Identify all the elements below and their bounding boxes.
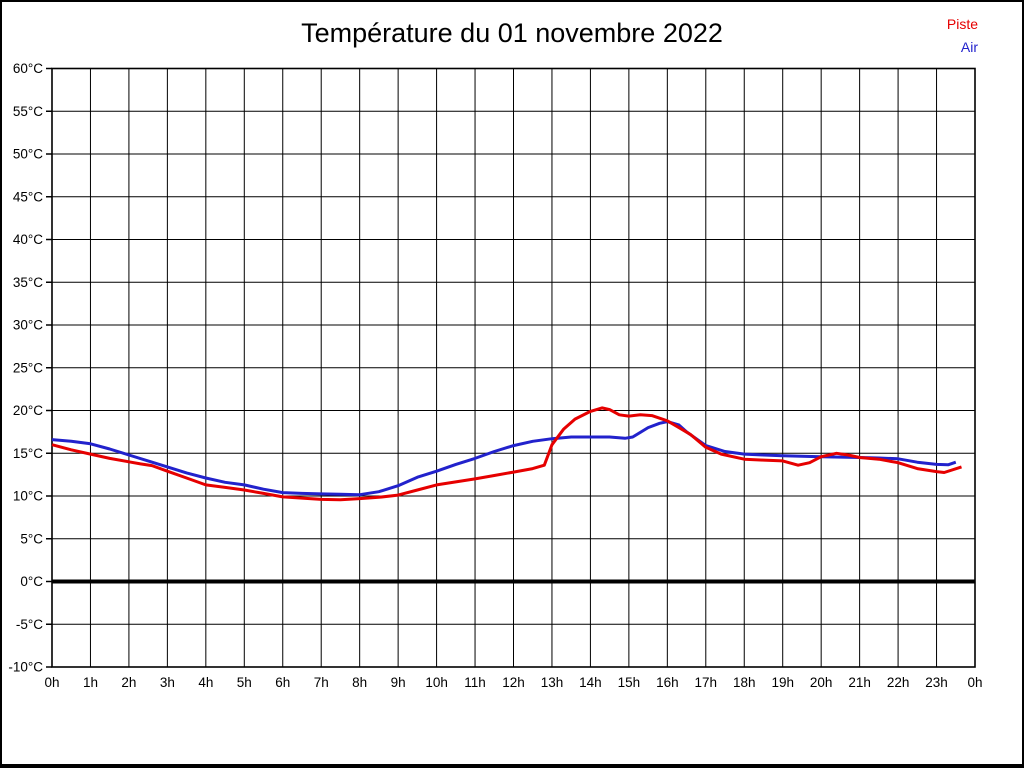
x-tick-label: 20h <box>810 675 833 690</box>
x-tick-label: 9h <box>391 675 406 690</box>
x-tick-label: 18h <box>733 675 756 690</box>
y-tick-label: 10°C <box>13 489 43 504</box>
x-tick-label: 10h <box>425 675 448 690</box>
x-tick-label: 8h <box>352 675 367 690</box>
y-tick-label: 15°C <box>13 446 43 461</box>
y-tick-label: 30°C <box>13 318 43 333</box>
y-tick-label: 25°C <box>13 360 43 375</box>
y-tick-label: 0°C <box>20 574 43 589</box>
x-tick-label: 4h <box>198 675 213 690</box>
y-tick-label: -5°C <box>16 617 43 632</box>
x-tick-label: 11h <box>464 675 486 690</box>
x-tick-label: 23h <box>925 675 948 690</box>
x-tick-label: 16h <box>656 675 679 690</box>
piste-line <box>51 406 962 502</box>
x-tick-label: 22h <box>887 675 910 690</box>
legend: Piste Air <box>947 13 978 59</box>
y-tick-label: 55°C <box>13 104 43 119</box>
x-tick-label: 17h <box>695 675 718 690</box>
x-tick-label: 19h <box>771 675 794 690</box>
y-tick-label: 35°C <box>13 275 43 290</box>
legend-piste-label: Piste <box>946 16 978 32</box>
y-tick-label: -10°C <box>8 660 43 675</box>
y-tick-label: 60°C <box>13 61 43 76</box>
x-tick-label: 0h <box>44 675 59 690</box>
x-tick-label: 13h <box>541 675 564 690</box>
x-tick-label: 12h <box>502 675 525 690</box>
legend-air-label: Air <box>960 39 978 55</box>
x-tick-label: 7h <box>314 675 329 690</box>
y-tick-label: 50°C <box>13 147 43 162</box>
x-tick-label: 0h <box>967 675 982 690</box>
x-tick-label: 21h <box>848 675 871 690</box>
x-tick-label: 3h <box>160 675 175 690</box>
y-tick-label: 20°C <box>13 403 43 418</box>
x-tick-label: 1h <box>83 675 98 690</box>
y-tick-label: 5°C <box>20 531 43 546</box>
chart-title: Température du 01 novembre 2022 <box>301 18 723 48</box>
x-tick-label: 6h <box>275 675 290 690</box>
x-tick-label: 5h <box>237 675 252 690</box>
x-tick-label: 14h <box>579 675 602 690</box>
y-tick-label: 45°C <box>13 189 43 204</box>
x-tick-label: 2h <box>121 675 136 690</box>
x-tick-label: 15h <box>618 675 641 690</box>
y-tick-label: 40°C <box>13 232 43 247</box>
air-line <box>51 420 957 497</box>
